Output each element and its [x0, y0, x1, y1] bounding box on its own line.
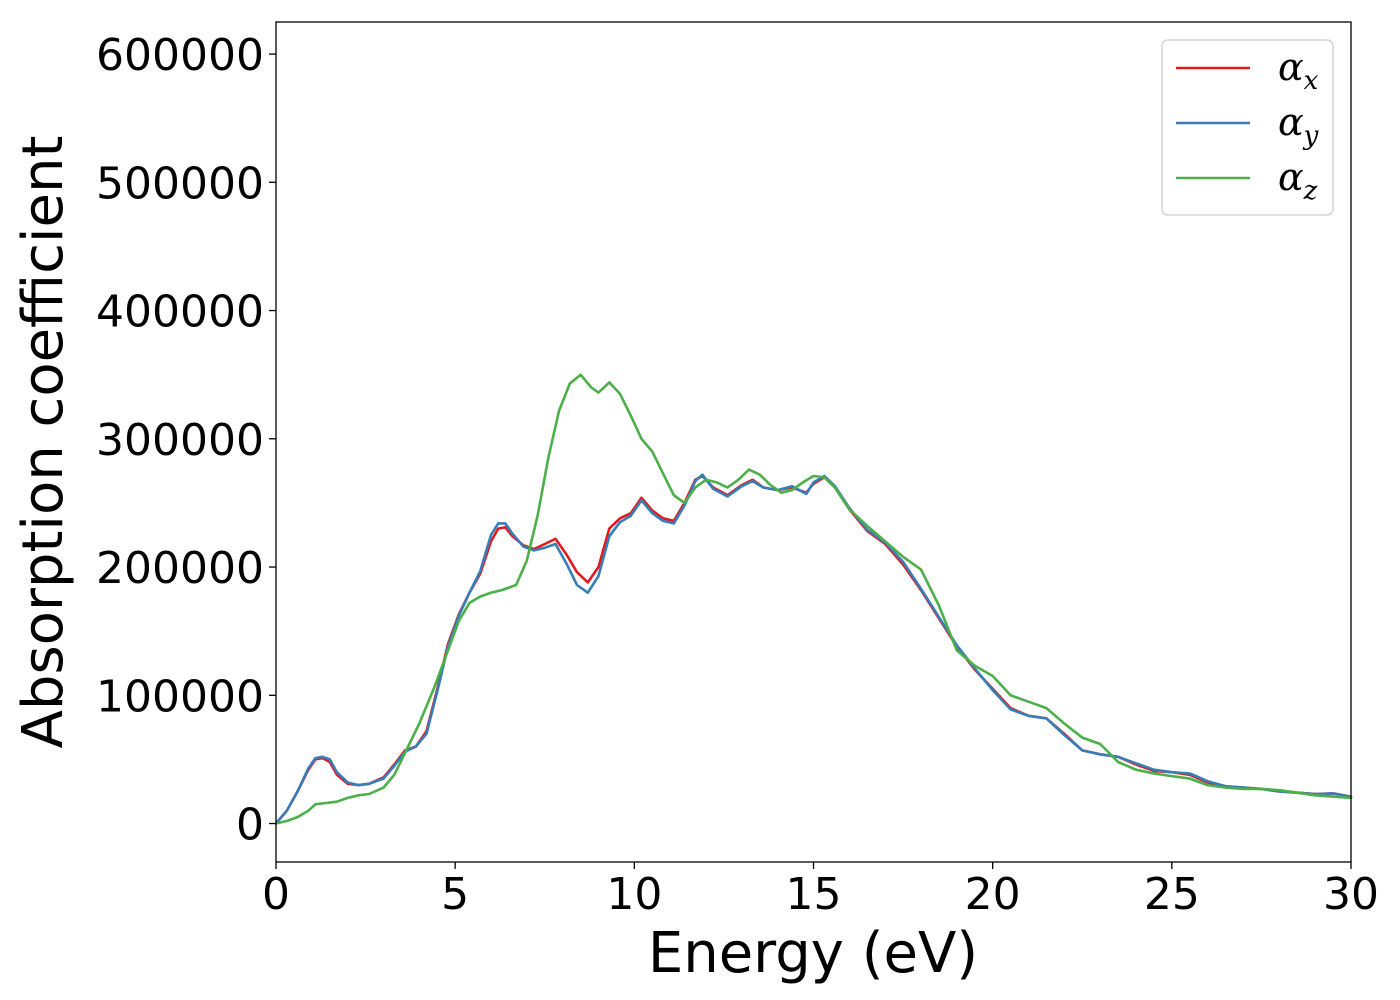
series-layer — [274, 373, 1353, 825]
legend-label-z: αz — [1278, 155, 1318, 206]
y-axis: 0 100000 200000 300000 400000 500000 600000 — [96, 30, 276, 851]
x-tick-label: 5 — [441, 869, 469, 920]
y-tick-label: 400000 — [96, 287, 264, 338]
legend-subscript: y — [1303, 121, 1319, 151]
y-tick-label: 100000 — [96, 671, 264, 722]
x-axis-title: Energy (eV) — [648, 921, 978, 986]
y-axis-title: Absorption coefficient — [11, 136, 76, 749]
x-tick-label: 25 — [1144, 869, 1200, 920]
legend-symbol: α — [1278, 155, 1304, 199]
x-tick-label: 10 — [606, 869, 662, 920]
x-tick-label: 0 — [262, 869, 290, 920]
y-tick-label: 600000 — [96, 30, 264, 81]
legend-label-y: αy — [1278, 100, 1319, 151]
y-tick-label: 200000 — [96, 543, 264, 594]
x-axis: 0 5 10 15 20 25 30 — [262, 862, 1379, 920]
y-tick-label: 300000 — [96, 415, 264, 466]
y-tick-label: 500000 — [96, 158, 264, 209]
legend-subscript: z — [1303, 176, 1318, 206]
legend-subscript: x — [1304, 66, 1319, 96]
legend-symbol: α — [1278, 100, 1304, 144]
series-line-z — [274, 373, 1353, 825]
y-tick-label: 0 — [236, 800, 264, 851]
x-tick-label: 20 — [965, 869, 1021, 920]
legend-symbol: α — [1278, 45, 1304, 89]
x-tick-label: 30 — [1323, 869, 1379, 920]
series-line-y — [274, 473, 1353, 825]
legend-box — [1161, 39, 1334, 216]
legend-label-x: αx — [1278, 45, 1319, 96]
x-tick-label: 15 — [786, 869, 842, 920]
